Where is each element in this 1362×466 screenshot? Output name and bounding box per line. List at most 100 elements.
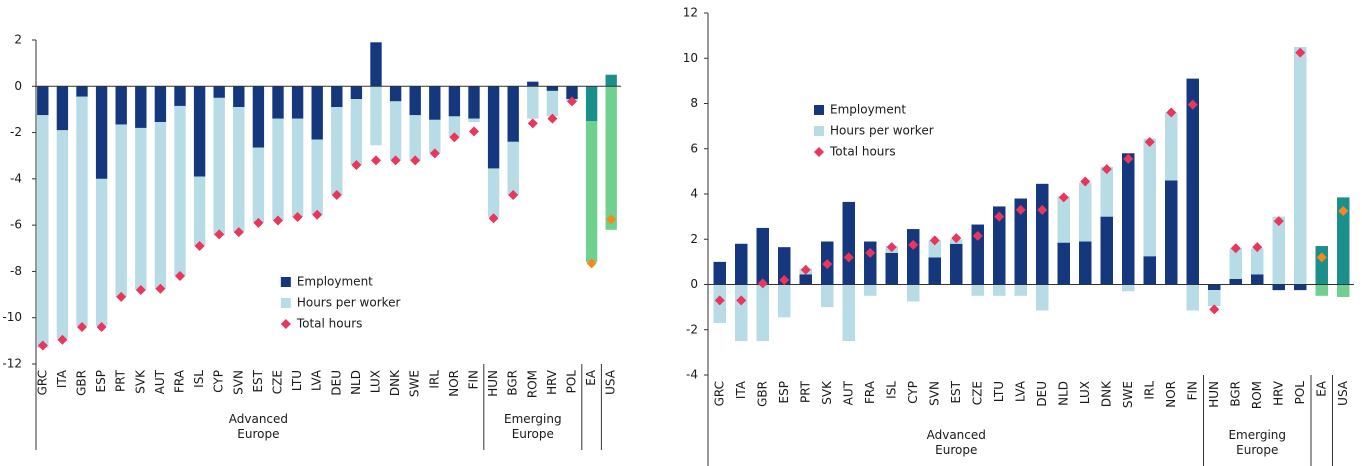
- x-tick-label: SVK: [133, 369, 147, 394]
- diamond-marker: [1273, 216, 1284, 227]
- bar: [370, 86, 382, 146]
- bar: [1122, 153, 1135, 285]
- diamond-marker: [1101, 164, 1112, 175]
- y-tick-label: -8: [10, 264, 22, 278]
- bar: [1315, 284, 1328, 296]
- legend-swatch: [814, 147, 824, 157]
- bar: [1057, 196, 1070, 243]
- legend-label: Hours per worker: [297, 296, 401, 310]
- bar: [252, 147, 265, 223]
- bar: [546, 90, 559, 117]
- legend-swatch: [280, 298, 291, 308]
- bar: [527, 86, 539, 119]
- y-tick-label: -12: [2, 357, 22, 371]
- diamond-marker: [1230, 243, 1241, 254]
- x-tick-label: LVA: [310, 369, 324, 391]
- bar: [507, 141, 519, 196]
- x-tick-label: HUN: [1207, 381, 1221, 408]
- diamond-marker: [1123, 153, 1134, 164]
- diamond-marker: [547, 113, 558, 124]
- x-tick-label: ISL: [192, 370, 206, 388]
- bar: [1337, 197, 1350, 285]
- bar: [487, 86, 500, 169]
- bar: [115, 124, 127, 297]
- bar: [907, 284, 920, 302]
- bar: [233, 86, 245, 108]
- legend-label: Employment: [297, 275, 373, 289]
- bar: [233, 107, 245, 233]
- bar: [1100, 216, 1113, 285]
- x-tick-label: ITA: [55, 369, 69, 388]
- diamond-marker: [429, 148, 440, 159]
- x-tick-label: IRL: [427, 370, 441, 389]
- diamond-marker: [586, 258, 597, 269]
- bar: [37, 86, 49, 116]
- legend-label: Total hours: [296, 317, 363, 331]
- x-tick-label: HRV: [545, 369, 559, 395]
- bar: [291, 118, 304, 218]
- diamond-marker: [253, 217, 264, 228]
- y-tick-label: -2: [686, 322, 698, 336]
- diamond-marker: [469, 126, 479, 137]
- bar: [331, 86, 343, 108]
- bar: [213, 97, 225, 236]
- bar: [1036, 183, 1049, 285]
- x-tick-label: SVN: [231, 370, 245, 395]
- x-tick-label: POL: [565, 370, 579, 394]
- x-tick-label: LVA: [1013, 380, 1027, 402]
- bar: [799, 274, 812, 285]
- bar: [993, 284, 1006, 296]
- bar: [1165, 112, 1178, 181]
- diamond-marker: [736, 295, 747, 306]
- bar: [135, 86, 147, 128]
- x-tick-label: EST: [949, 380, 963, 403]
- x-tick-label: AUT: [841, 380, 855, 405]
- x-tick-label: HRV: [1271, 380, 1285, 406]
- x-tick-label: DNK: [1099, 380, 1113, 407]
- diamond-marker: [1037, 204, 1048, 215]
- bar: [605, 86, 617, 230]
- x-tick-label: ROM: [525, 370, 539, 398]
- x-tick-label: BGR: [1228, 381, 1242, 407]
- legend-label: Hours per worker: [830, 124, 934, 138]
- group-label: Advanced Europe: [228, 412, 289, 441]
- bar: [56, 86, 69, 131]
- x-tick-label: HUN: [486, 370, 500, 397]
- bar: [735, 243, 748, 285]
- x-tick-label: LTU: [992, 381, 1006, 402]
- x-tick-label: USA: [604, 369, 618, 395]
- bar: [1143, 138, 1156, 257]
- x-tick-label: LTU: [290, 370, 304, 391]
- bar: [95, 178, 108, 326]
- diamond-marker: [488, 213, 499, 224]
- diamond-marker: [449, 132, 460, 143]
- bar: [468, 86, 480, 119]
- diamond-marker: [273, 215, 283, 226]
- bar: [429, 119, 441, 154]
- bar: [311, 86, 323, 140]
- legend-swatch: [814, 105, 824, 115]
- diamond-marker: [214, 229, 225, 240]
- bar: [1100, 166, 1113, 217]
- diamond-marker: [233, 227, 244, 238]
- x-tick-label: SVK: [820, 380, 834, 405]
- diamond-marker: [1209, 304, 1220, 315]
- diamond-marker: [1252, 242, 1263, 253]
- diamond-marker: [822, 259, 833, 270]
- x-tick-label: NLD: [1056, 381, 1070, 406]
- legend-label: Employment: [830, 103, 906, 117]
- diamond-marker: [292, 212, 303, 223]
- bar: [174, 105, 186, 277]
- x-tick-label: DEU: [1035, 381, 1049, 407]
- diamond-marker: [567, 96, 577, 107]
- bar: [1036, 284, 1049, 311]
- bar: [1315, 246, 1328, 285]
- legend-swatch: [280, 319, 291, 329]
- x-tick-label: FIN: [1185, 381, 1199, 400]
- x-tick-label: ESP: [94, 370, 108, 392]
- bar: [76, 86, 88, 97]
- diamond-marker: [194, 240, 205, 251]
- diamond-marker: [312, 209, 323, 220]
- group-label: Advanced Europe: [926, 428, 986, 457]
